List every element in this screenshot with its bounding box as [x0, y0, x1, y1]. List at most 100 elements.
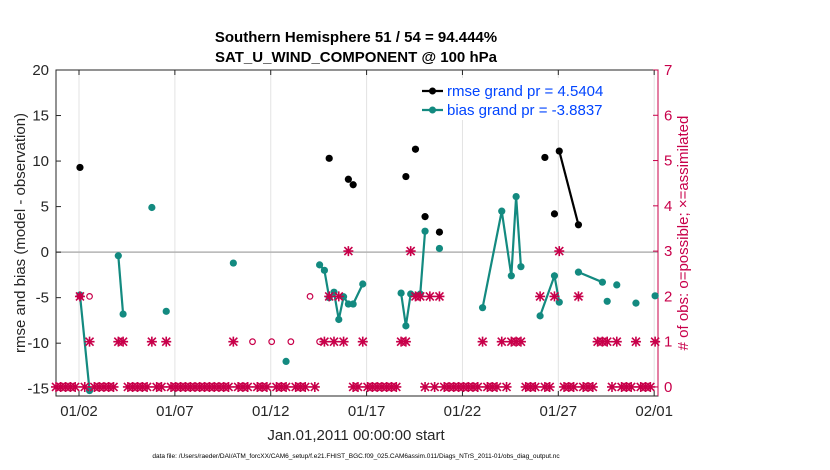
assimilated-marker	[568, 381, 579, 392]
assimilated-marker	[352, 381, 363, 392]
assimilated-marker	[338, 336, 349, 347]
rmse-point	[344, 175, 352, 183]
assimilated-marker	[650, 336, 661, 347]
assimilated-marker	[156, 381, 167, 392]
assimilated-marker	[357, 336, 368, 347]
bias-point	[603, 297, 611, 305]
x-tick-label: 01/12	[252, 403, 290, 420]
assimilated-marker	[496, 336, 507, 347]
x-tick-label: 01/02	[60, 403, 98, 420]
bias-point	[114, 252, 122, 260]
y-axis-left-label: rmse and bias (model - observation)	[12, 113, 29, 353]
y-left-tick-label: 20	[32, 62, 49, 79]
assimilated-marker	[544, 381, 555, 392]
x-tick-label: 01/27	[540, 403, 578, 420]
y-right-tick-label: 7	[664, 62, 672, 79]
assimilated-marker	[84, 336, 95, 347]
bias-point	[613, 281, 621, 289]
bias-point	[478, 304, 487, 312]
y-left-tick-label: -5	[36, 290, 49, 307]
bias-point	[435, 244, 444, 253]
rmse-point	[574, 221, 583, 229]
y-right-tick-label: 0	[664, 379, 672, 396]
assimilated-marker	[472, 381, 483, 392]
bias-point	[421, 227, 429, 235]
rmse-point	[411, 145, 420, 153]
assimilated-marker	[70, 381, 81, 392]
x-tick-label: 01/22	[444, 403, 482, 420]
assimilated-marker	[142, 381, 153, 392]
bias-point	[402, 322, 410, 330]
bias-point	[517, 263, 525, 271]
assimilated-marker	[429, 381, 440, 392]
bias-point	[498, 207, 506, 215]
rmse-point	[349, 181, 357, 189]
bias-line	[78, 294, 91, 391]
obs-count-layer	[51, 246, 661, 392]
rmse-point	[555, 147, 563, 155]
bias-point	[507, 272, 515, 280]
y-axis-left-ticks: 20 15 10 5 0 -5 -10 -15	[27, 62, 61, 398]
bias-point	[229, 259, 237, 267]
y-right-tick-label: 3	[664, 243, 672, 260]
possible-marker	[287, 338, 295, 346]
assimilated-marker	[535, 291, 546, 302]
possible-marker	[249, 338, 256, 346]
chart-subtitle: SAT_U_WIND_COMPONENT @ 100 hPa	[215, 49, 498, 66]
legend-rmse-marker	[429, 87, 436, 95]
bias-point	[119, 310, 127, 318]
y-left-tick-label: -15	[27, 381, 49, 398]
y-right-tick-label: 1	[664, 334, 672, 351]
possible-marker	[268, 338, 276, 346]
bias-point	[598, 278, 607, 286]
assimilated-marker	[74, 291, 85, 302]
bias-point	[349, 300, 357, 308]
assimilated-marker	[343, 246, 354, 257]
assimilated-marker	[242, 381, 253, 392]
bias-point	[397, 289, 405, 297]
rmse-point	[402, 172, 410, 181]
bias-point	[162, 307, 170, 315]
assimilated-marker	[309, 381, 320, 392]
x-tick-label: 02/01	[635, 403, 673, 420]
assimilated-marker	[587, 381, 598, 392]
bias-point	[359, 280, 367, 288]
legend-rmse-label: rmse grand pr = 4.5404	[447, 83, 603, 100]
assimilated-marker	[420, 381, 431, 392]
assimilated-marker	[328, 336, 339, 347]
assimilated-marker	[300, 381, 311, 392]
assimilated-marker	[491, 381, 502, 392]
x-tick-label: 01/07	[156, 403, 194, 420]
bias-point	[282, 357, 290, 365]
x-axis-label: Jan.01,2011 00:00:00 start	[267, 427, 445, 444]
assimilated-marker	[630, 336, 641, 347]
legend-box	[420, 78, 651, 120]
assimilated-marker	[530, 381, 541, 392]
rmse-point	[541, 153, 549, 162]
possible-marker	[306, 292, 314, 300]
bias-point	[335, 315, 343, 324]
bias-point	[512, 192, 520, 201]
assimilated-marker	[549, 291, 560, 302]
assimilated-marker	[281, 381, 292, 392]
assimilated-marker	[261, 381, 272, 392]
assimilated-marker	[405, 246, 416, 257]
bias-point	[651, 292, 659, 300]
data-file-footnote: data file: /Users/raeder/DAI/ATM_forcXX/…	[152, 453, 560, 460]
rmse-point	[435, 228, 444, 236]
possible-marker	[76, 292, 84, 300]
bias-point	[574, 268, 583, 276]
assimilated-marker	[611, 336, 622, 347]
assimilated-marker	[626, 381, 637, 392]
bias-point	[536, 312, 544, 320]
assimilated-marker	[573, 291, 584, 302]
bias-point	[148, 203, 156, 212]
assimilated-marker	[415, 291, 426, 302]
assimilated-marker	[223, 381, 234, 392]
assimilated-marker	[606, 381, 617, 392]
assimilated-marker	[79, 381, 90, 392]
assimilated-marker	[319, 336, 330, 347]
y-right-tick-label: 2	[664, 288, 672, 305]
bias-line	[578, 271, 603, 284]
